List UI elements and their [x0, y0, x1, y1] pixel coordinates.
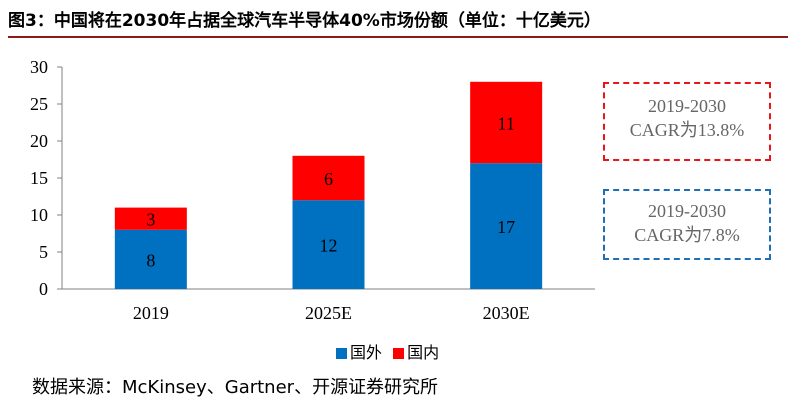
y-tick-label: 20 — [30, 131, 48, 151]
bar-segment-foreign — [292, 200, 365, 289]
data-label: 8 — [146, 250, 155, 270]
cagr-annotation-foreign: 2019-2030 CAGR为7.8% — [603, 189, 771, 260]
data-label: 6 — [324, 169, 333, 189]
stacked-bar-chart: 0 5 10 15 20 25 30 8 3 2019 12 6 2025E 17 11 2030E — [30, 57, 595, 323]
annotation-period: 2019-2030 — [648, 96, 726, 116]
cagr-annotation-domestic: 2019-2030 CAGR为13.8% — [603, 82, 771, 161]
data-label: 3 — [146, 210, 155, 230]
y-tick-label: 30 — [30, 57, 48, 77]
legend-label: 国内 — [407, 343, 440, 362]
data-label: 11 — [497, 114, 514, 134]
legend: 国外 国内 — [336, 339, 445, 363]
y-tick-label: 10 — [30, 205, 48, 225]
title-divider — [8, 36, 788, 38]
legend-swatch-foreign — [336, 348, 347, 359]
data-label: 12 — [320, 236, 338, 256]
chart-title: 图3：中国将在2030年占据全球汽车半导体40%市场份额（单位：十亿美元） — [8, 11, 601, 31]
legend-swatch-domestic — [393, 348, 405, 359]
bar-segment-domestic — [292, 155, 365, 201]
bar-segment-foreign — [114, 229, 187, 289]
bar-segment-foreign — [470, 163, 543, 289]
y-tick-label: 25 — [30, 94, 48, 114]
legend-item-domestic: 国内 — [393, 343, 439, 362]
source-note: 数据来源：McKinsey、Gartner、开源证券研究所 — [32, 377, 439, 398]
x-tick-label: 2019 — [133, 303, 169, 323]
annotation-cagr: CAGR为13.8% — [629, 120, 745, 140]
y-tick-label: 15 — [30, 168, 48, 188]
bar-segment-domestic — [470, 81, 543, 164]
x-tick-label: 2025E — [305, 303, 352, 323]
y-tick-label: 0 — [39, 279, 48, 299]
bar-segment-domestic — [114, 207, 187, 230]
legend-item-foreign: 国外 — [336, 343, 387, 362]
annotation-period: 2019-2030 — [648, 201, 726, 221]
x-tick-label: 2030E — [483, 303, 530, 323]
data-label: 17 — [497, 217, 515, 237]
y-tick-label: 5 — [39, 242, 48, 262]
annotation-cagr: CAGR为7.8% — [634, 225, 740, 245]
legend-label: 国外 — [350, 343, 383, 362]
